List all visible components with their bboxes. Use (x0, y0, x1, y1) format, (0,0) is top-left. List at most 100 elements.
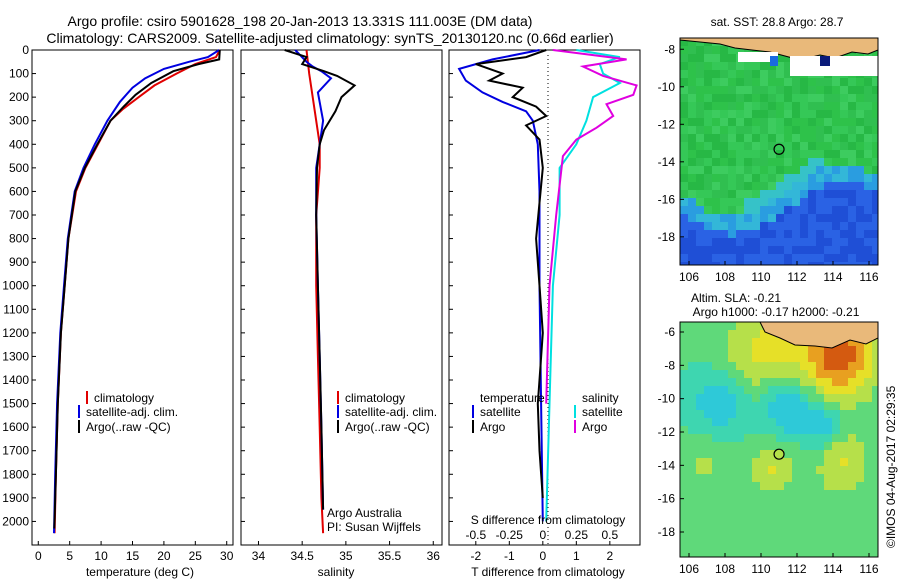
map-cell (712, 554, 720, 557)
map-cell (736, 530, 744, 538)
lat-tick-label: -8 (664, 42, 675, 56)
map-cell (800, 134, 808, 142)
map-cell (816, 238, 824, 246)
map-cell (720, 246, 728, 254)
map-cell (776, 254, 784, 262)
map-cell (688, 338, 696, 346)
map-cell (728, 530, 736, 538)
map-cell (872, 410, 878, 418)
map-cell (848, 230, 856, 238)
map-cell (760, 238, 768, 246)
map-cell (688, 222, 696, 230)
map-cell (800, 546, 808, 554)
map-cell (768, 474, 776, 482)
map-cell (704, 246, 712, 254)
map-cell (840, 530, 848, 538)
map-cell (816, 86, 824, 94)
map-cell (752, 482, 760, 490)
map-cell (824, 354, 832, 362)
map-cell (840, 158, 848, 166)
map-cell (808, 554, 816, 557)
map-cell (696, 190, 704, 198)
map-cell (728, 386, 736, 394)
map-cell (848, 522, 856, 530)
map-cell (848, 214, 856, 222)
map-cell (712, 214, 720, 222)
map-cell (816, 230, 824, 238)
map-cell (688, 474, 696, 482)
map-cell (792, 190, 800, 198)
map-cell (856, 246, 864, 254)
map-cell (704, 190, 712, 198)
map-cell (800, 402, 808, 410)
map-cell (824, 182, 832, 190)
map-cell (872, 158, 878, 166)
map-cell (776, 410, 784, 418)
map-cell (848, 338, 856, 346)
map-cell (856, 394, 864, 402)
map-cell (712, 142, 720, 150)
map-cell (728, 158, 736, 166)
map-cell (800, 94, 808, 102)
map-cell (800, 150, 808, 158)
map-cell (696, 506, 704, 514)
map-cell (744, 450, 752, 458)
map-cell (840, 102, 848, 110)
map-cell (824, 490, 832, 498)
map-cell (768, 214, 776, 222)
map-cell (864, 506, 872, 514)
map-cell (808, 442, 816, 450)
map-cell (768, 506, 776, 514)
map-cell (768, 174, 776, 182)
map-cell (744, 142, 752, 150)
map-cell (712, 538, 720, 546)
map-cell (856, 410, 864, 418)
map-cell (816, 78, 824, 86)
map-cell (840, 230, 848, 238)
map-cell (720, 134, 728, 142)
map-cell (704, 362, 712, 370)
map-cell (720, 78, 728, 86)
map-cell (784, 150, 792, 158)
map-cell (704, 238, 712, 246)
map-cell (768, 230, 776, 238)
map-cell (832, 246, 840, 254)
map-cell (768, 222, 776, 230)
map-cell (696, 158, 704, 166)
map-cell (680, 522, 688, 530)
map-cell (712, 418, 720, 426)
map-cell (776, 198, 784, 206)
map-cell (688, 362, 696, 370)
map-cell (848, 474, 856, 482)
map-cell (808, 174, 816, 182)
map-cell (856, 490, 864, 498)
map-cell (800, 418, 808, 426)
map-cell (824, 362, 832, 370)
map-cell (784, 554, 792, 557)
map-cell (800, 222, 808, 230)
map-cell (752, 386, 760, 394)
map-cell (832, 490, 840, 498)
map-cell (720, 386, 728, 394)
map-cell (856, 198, 864, 206)
map-cell (872, 370, 878, 378)
map-cell (840, 434, 848, 442)
map-cell (800, 450, 808, 458)
map-cell (688, 546, 696, 554)
map-cell (768, 78, 776, 86)
map-cell (720, 554, 728, 557)
map-cell (704, 62, 712, 70)
map-cell (864, 206, 872, 214)
map-cell (808, 254, 816, 262)
map-cell (840, 206, 848, 214)
map-cell (816, 482, 824, 490)
map-cell (712, 338, 720, 346)
map-cell (696, 198, 704, 206)
map-cell (864, 182, 872, 190)
map-cell (800, 190, 808, 198)
sla-map-title-line1: Altim. SLA: -0.21 (691, 291, 781, 305)
lon-tick-label: 114 (823, 562, 842, 576)
map-cell (848, 466, 856, 474)
map-cell (832, 410, 840, 418)
map-cell (688, 554, 696, 557)
